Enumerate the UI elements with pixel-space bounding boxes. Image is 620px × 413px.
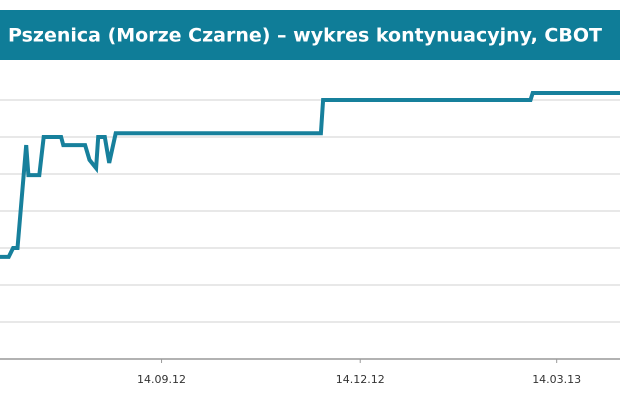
x-tick-label: 14.09.12 (137, 373, 186, 386)
data-line (0, 91, 620, 259)
x-tick-label: 14.03.13 (532, 373, 581, 386)
title-bar (0, 10, 620, 60)
x-tick-label: 14.12.12 (336, 373, 385, 386)
chart-title: Pszenica (Morze Czarne) – wykres kontynu… (8, 25, 602, 47)
